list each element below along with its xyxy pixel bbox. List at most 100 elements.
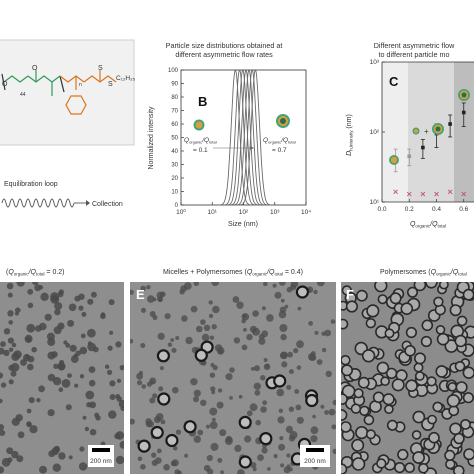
- polymersome: [345, 300, 359, 313]
- polymersome: [341, 318, 349, 330]
- polymersome: [374, 282, 388, 293]
- distribution-curve: [224, 69, 256, 206]
- polymersome: [404, 344, 416, 357]
- polymersome: [411, 430, 422, 440]
- annotation-q-07: Qorganic/Qtotal = 0.7: [263, 137, 296, 154]
- x-tick-label: 10³: [270, 209, 280, 216]
- x-tick-label: 10¹: [208, 209, 218, 216]
- svg-text:S: S: [108, 81, 113, 88]
- polymersome: [436, 332, 450, 346]
- polymersome: [391, 378, 405, 392]
- polymersome: [157, 392, 171, 406]
- y-tick-label: 20: [171, 176, 178, 182]
- tem-panel-d: 200 nm: [0, 282, 124, 474]
- chart-c-ylabel: Dh,intensity (nm): [346, 114, 354, 156]
- polymersome: [372, 391, 385, 404]
- x-marker: [406, 191, 412, 197]
- polymersome: [341, 355, 351, 366]
- polymersome: [428, 431, 440, 444]
- polymer-structure: [1, 70, 117, 115]
- structure-box: [0, 39, 135, 146]
- repeat-n: 44: [20, 92, 26, 98]
- x-marker: [461, 191, 467, 197]
- x-marker: [434, 191, 439, 197]
- svg-text:= 0.7: = 0.7: [272, 147, 287, 154]
- x-tick-label: 0.4: [432, 206, 441, 213]
- y-tick-label: 0: [175, 203, 179, 209]
- polymersome: [405, 326, 418, 339]
- data-point: [421, 145, 425, 150]
- distribution-curve: [233, 69, 265, 206]
- polymersome: [460, 418, 471, 430]
- polymersome: [454, 360, 466, 372]
- polymersome: [427, 414, 437, 425]
- panel-b: Particle size distributions obtained at …: [148, 41, 311, 228]
- polymersome: [449, 304, 462, 317]
- polymersome: [359, 405, 370, 416]
- polymersome: [447, 381, 458, 392]
- polymersome: [351, 438, 365, 452]
- x-tick-label: 0.0: [377, 206, 386, 213]
- y-tick-label: 50: [171, 136, 178, 142]
- svg-text:S: S: [98, 65, 103, 72]
- scale-bar-label: 200 nm: [304, 458, 326, 465]
- tem-e-title: Micelles + Polymersomes (Qorganic/Qtotal…: [163, 269, 303, 277]
- polymersome: [412, 451, 425, 464]
- polymersome: [418, 462, 429, 474]
- polymersome: [382, 393, 395, 406]
- distribution-curve: [219, 69, 251, 206]
- polymersome: [365, 318, 376, 329]
- polymersome: [165, 433, 179, 448]
- data-point: [407, 154, 412, 159]
- polymersome: [341, 463, 348, 474]
- tem-d-title: (Qorganic/Qtotal = 0.2): [6, 269, 65, 277]
- chart-b-title-line2: different asymmetric flow rates: [175, 50, 273, 59]
- svg-text:+: +: [424, 127, 429, 136]
- chart-c-ticks: 0.0 0.2 0.4 0.6 10¹ 10² 10³: [370, 59, 469, 213]
- polymersome: [425, 282, 438, 289]
- polymersome: [413, 352, 426, 365]
- x-marker: [393, 189, 398, 195]
- x-marker: [447, 189, 453, 195]
- polymersome: [389, 292, 402, 305]
- polymersome: [350, 403, 362, 414]
- data-point: [448, 122, 452, 126]
- polymersome: [426, 376, 437, 387]
- polymersome: [386, 419, 398, 431]
- polymersome: [341, 393, 348, 405]
- polymersome: [445, 459, 456, 470]
- y-tick-label: 10³: [370, 59, 380, 66]
- svg-text:n: n: [79, 82, 82, 88]
- polymersome: [394, 462, 406, 474]
- polymersome: [384, 328, 395, 339]
- polymersome: [400, 302, 414, 316]
- polymersome-icon: [458, 89, 470, 101]
- polymersome: [433, 296, 444, 307]
- polymersome-icon: [276, 114, 290, 128]
- x-tick-label: 0.2: [405, 206, 414, 213]
- tem-panel-f: F: [341, 282, 474, 474]
- polymersome: [365, 429, 376, 440]
- y-tick-label: 90: [171, 82, 178, 88]
- polymersome: [453, 465, 465, 474]
- polymersome: [435, 365, 449, 378]
- polymersome: [183, 420, 197, 434]
- polymersome: [355, 426, 369, 440]
- polymersome: [377, 294, 388, 305]
- distribution-curve: [236, 69, 268, 206]
- distribution-curve: [227, 69, 259, 206]
- y-tick-label: 30: [171, 163, 178, 169]
- panel-letter-e: E: [136, 287, 145, 302]
- polymersome: [449, 422, 462, 436]
- svg-text:= 0.1: = 0.1: [193, 147, 208, 154]
- chart-c-xlabel: Qorganic/Qtotal: [410, 221, 446, 229]
- polymersome: [363, 414, 375, 426]
- tem-panel-e: E 200 nm: [130, 282, 336, 474]
- polymersome: [194, 348, 208, 362]
- polymersome: [432, 401, 444, 413]
- polymersome: [156, 349, 170, 363]
- polymersome: [341, 421, 352, 433]
- svg-text:O: O: [2, 81, 8, 88]
- chart-b-xlabel: Size (nm): [228, 221, 258, 228]
- x-tick-label: 0.6: [459, 206, 468, 213]
